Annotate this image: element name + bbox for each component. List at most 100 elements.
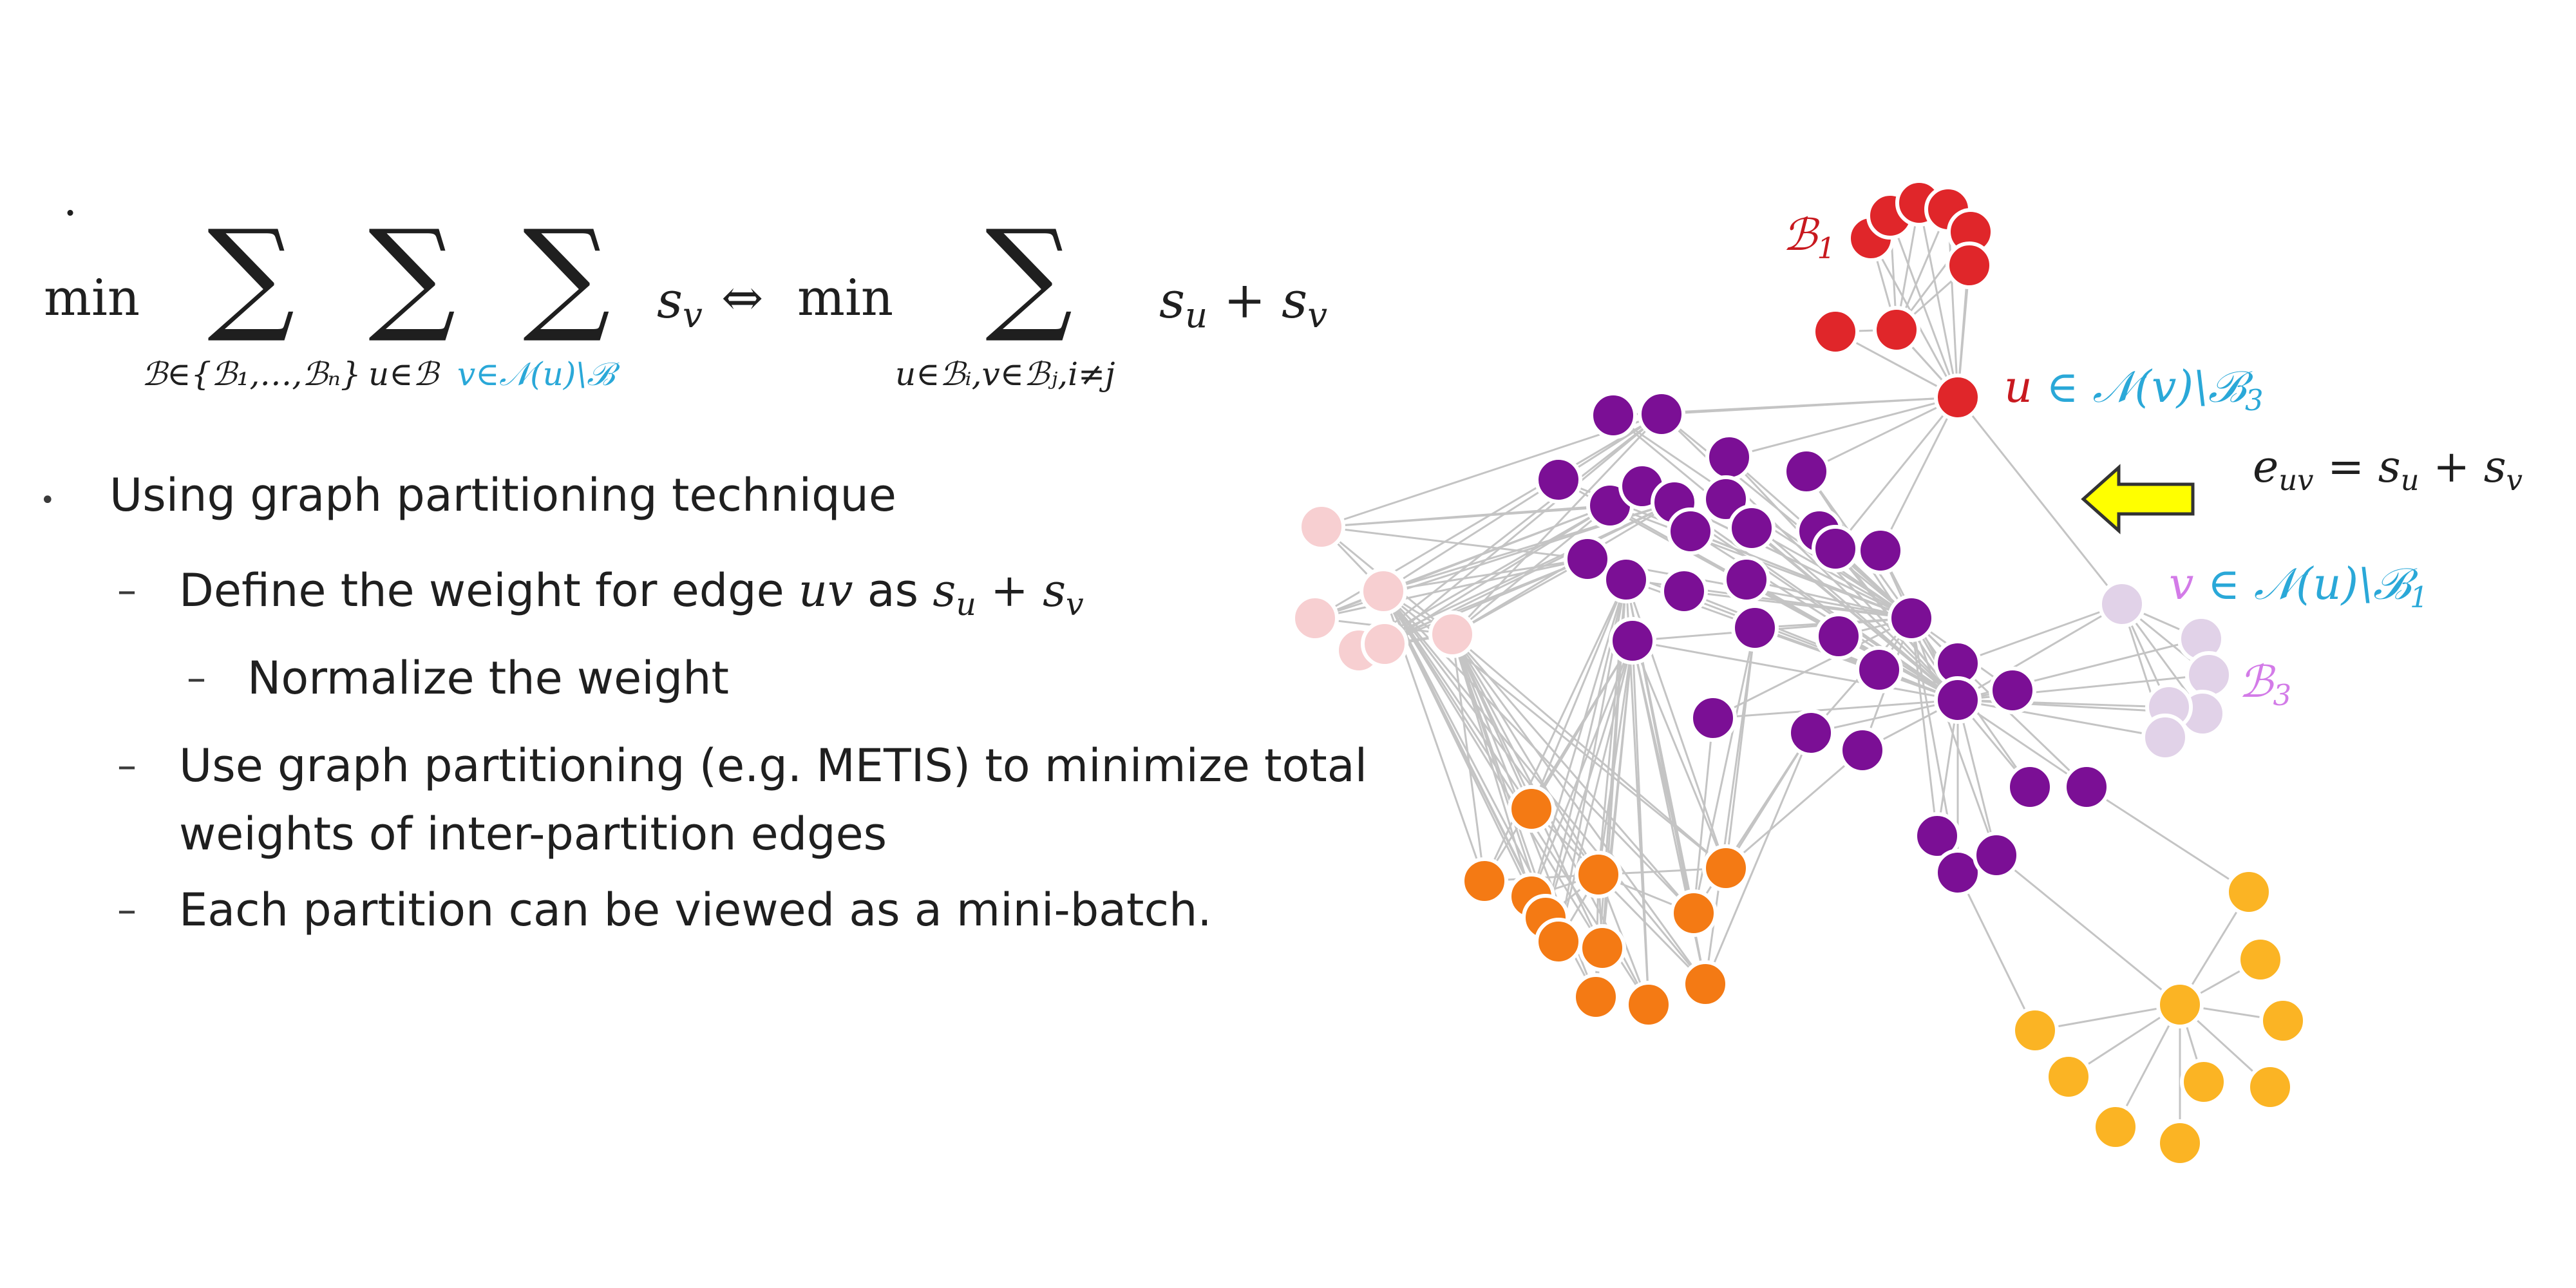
graph-nodes xyxy=(1291,179,2307,1167)
graph-node-purple xyxy=(1857,527,1904,574)
graph-node-purple xyxy=(1705,433,1753,481)
graph-node-purple xyxy=(1888,594,1935,642)
graph-node-yellow xyxy=(2259,997,2307,1045)
graph-edge xyxy=(2034,1003,2181,1032)
graph-edge xyxy=(2086,786,2249,893)
graph-edge xyxy=(1382,591,1604,949)
graph-node-red xyxy=(1946,242,1993,289)
edge-weight-label: euv = su + sv xyxy=(2253,442,2523,497)
graph-edge xyxy=(1384,504,1611,645)
graph-node-yellow xyxy=(2045,1053,2092,1101)
batch-b1-label: ℬ1 xyxy=(1783,210,1836,265)
graph-node-purple xyxy=(1815,612,1862,660)
graph-edge xyxy=(1452,558,1588,636)
bullet-use-metis-line2: weights of inter-partition edges xyxy=(179,808,887,860)
graph-node-yellow xyxy=(2237,936,2284,983)
graph-node-purple xyxy=(1783,448,1830,495)
graph-node-orange xyxy=(1572,973,1620,1021)
graph-edge xyxy=(1918,202,1959,398)
graph-edge xyxy=(1451,634,1600,875)
bullet-marker: • xyxy=(40,486,55,515)
graph-edge xyxy=(1530,579,1627,810)
graph-node-red xyxy=(1812,308,1859,355)
graph-node-purple xyxy=(1638,390,1685,438)
graph-node-purple xyxy=(1812,525,1859,573)
batch-b3-label: ℬ3 xyxy=(2239,657,2292,712)
graph-node-purple xyxy=(1731,604,1779,652)
graph-node-lavender xyxy=(2185,651,2233,699)
sum-over-nodes: ∑ xyxy=(368,204,456,346)
graph-node-pink xyxy=(1428,611,1476,658)
graph-edge xyxy=(1674,501,1912,620)
node-v-label: v ∈ 𝒩(u)\ℬ1 xyxy=(2169,559,2429,614)
graph-node-orange xyxy=(1578,924,1626,972)
bullet-graph-partitioning: Using graph partitioning technique xyxy=(109,469,896,522)
graph-edge xyxy=(1631,640,1650,1005)
graph-edge xyxy=(1661,413,1912,620)
graph-node-purple xyxy=(1934,849,1982,896)
graph-edge xyxy=(1452,504,1611,636)
graph-node-orange xyxy=(1625,981,1672,1028)
bullet-normalize-weight: Normalize the weight xyxy=(247,652,729,705)
graph-node-yellow xyxy=(2156,1119,2204,1167)
graph-edge xyxy=(1956,872,2036,1031)
graph-node-orange xyxy=(1508,785,1555,833)
formula-iff: ⇔ xyxy=(721,269,764,327)
node-u-label: u ∈ 𝒩(v)\ℬ3 xyxy=(2004,362,2264,417)
graph-edge xyxy=(1597,873,1707,985)
graph-node-pink xyxy=(1298,503,1345,551)
dash-marker: – xyxy=(117,568,137,613)
graph-edge xyxy=(1956,397,2123,605)
graph-edge xyxy=(1683,590,1912,620)
graph-edge xyxy=(1690,530,1912,620)
graph-edge xyxy=(1810,699,1958,734)
graph-node-orange xyxy=(1535,918,1582,965)
graph-node-yellow xyxy=(2225,868,2273,916)
graph-edge xyxy=(1383,413,1662,592)
objective-formula: · min ∑ ℬ∈{ℬ₁,…,ℬₙ} ∑ u∈ℬ ∑ v∈𝒩(u)\ℬ sv … xyxy=(39,187,1340,419)
graph-node-purple xyxy=(1723,556,1770,603)
bullet-define-weight: Define the weight for edge uv as su + sv xyxy=(179,564,1084,623)
graph-edge xyxy=(1451,634,1707,985)
graph-node-purple xyxy=(1973,831,2020,879)
graph-edge xyxy=(1725,749,1863,869)
graph-edge xyxy=(1384,501,1675,645)
dash-marker: – xyxy=(117,887,137,933)
sum-over-nodes-subscript: u∈ℬ xyxy=(368,355,439,393)
graph-node-yellow xyxy=(2092,1103,2139,1151)
bullet-mini-batch: Each partition can be viewed as a mini-b… xyxy=(179,884,1212,936)
graph-edge xyxy=(1728,396,1958,459)
graph-edge xyxy=(1996,854,2181,1006)
graph-node-purple xyxy=(2063,763,2110,811)
graph-edge xyxy=(1704,732,1812,985)
graph-node-purple xyxy=(1787,709,1835,757)
bullet-use-metis-line1: Use graph partitioning (e.g. METIS) to m… xyxy=(179,739,1368,792)
graph-edge xyxy=(1957,603,2123,701)
graph-edge xyxy=(1957,699,2166,739)
graph-edge xyxy=(1834,397,1959,549)
formula-bullet: · xyxy=(63,187,78,240)
graph-edge xyxy=(1704,627,1756,985)
graph-edge xyxy=(1751,527,1912,620)
formula-rhs: su + sv xyxy=(1159,272,1328,336)
graph-edge xyxy=(1631,640,1727,869)
graph-edge xyxy=(1910,618,1938,837)
sum-over-batches: ∑ xyxy=(207,204,295,346)
graph-node-purple xyxy=(1660,567,1708,615)
graph-edge xyxy=(1452,633,1727,869)
graph-node-orange xyxy=(1575,851,1622,898)
graph-edge xyxy=(1910,618,1998,856)
graph-edge xyxy=(1712,699,1958,719)
graph-node-purple xyxy=(1839,726,1886,774)
bullet-list: • Using graph partitioning technique – D… xyxy=(39,469,1367,985)
graph-edge xyxy=(1805,471,1959,701)
graph-node-yellow xyxy=(2156,981,2204,1028)
sum-over-cut-edges-subscript: u∈ℬᵢ,v∈ℬⱼ,i≠j xyxy=(895,355,1115,393)
graph-node-orange xyxy=(1702,844,1750,892)
graph-edges xyxy=(1314,202,2284,1143)
graph-edge xyxy=(1452,501,1675,636)
graph-edge xyxy=(1806,396,1958,473)
graph-edge xyxy=(1632,639,1958,701)
graph-edge xyxy=(1451,634,1486,882)
